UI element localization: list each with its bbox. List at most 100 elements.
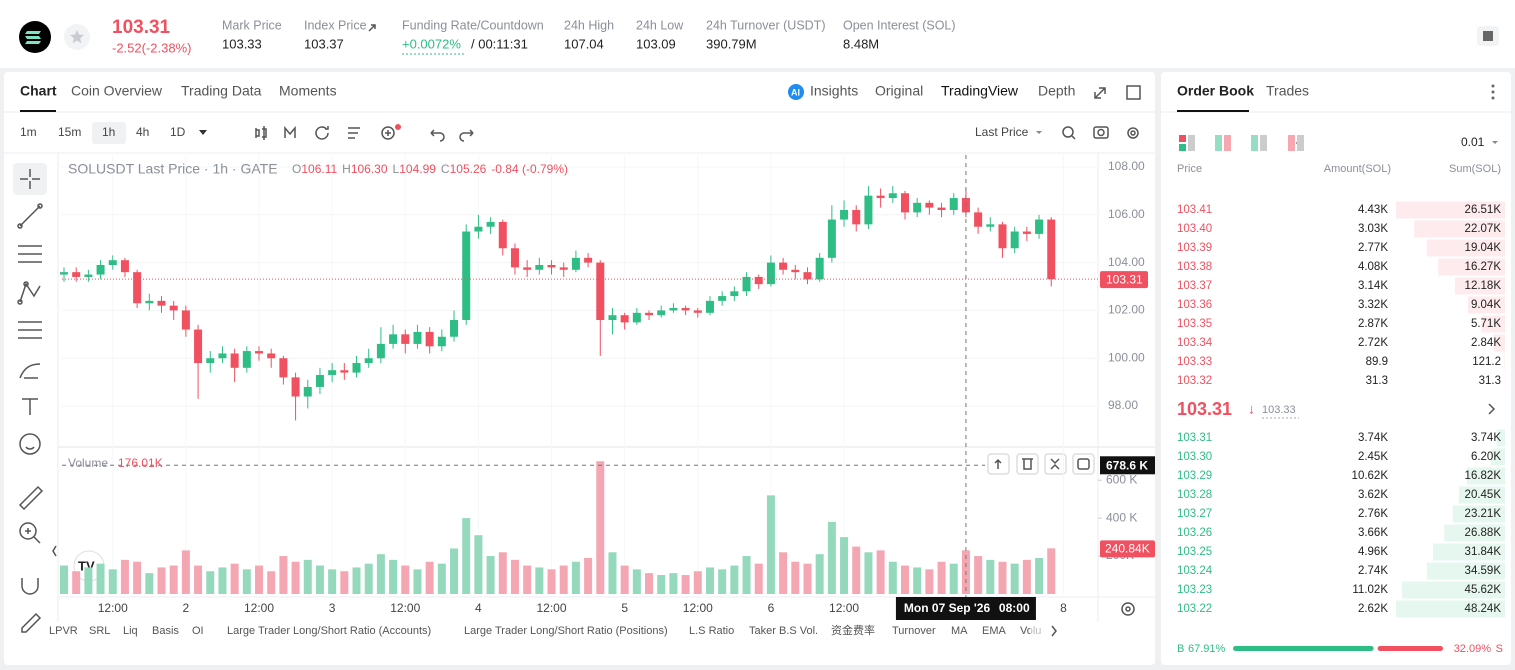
volume-bar (194, 565, 203, 594)
volume-bar (571, 561, 580, 594)
stat-value: 103.37 (304, 36, 344, 51)
stat-label: Open Interest (SOL) (843, 18, 956, 32)
volume-bar (108, 569, 117, 594)
candle-body (852, 209, 861, 225)
volume-bar (401, 565, 410, 594)
depth-bar (1426, 562, 1505, 580)
view-tab: TradingView (941, 83, 1019, 99)
candle-body (730, 291, 739, 297)
x-tick-label: 12:00 (829, 601, 859, 615)
x-tick-label: 12:00 (390, 601, 420, 615)
volume-bar (462, 518, 471, 594)
candle-body (547, 264, 556, 268)
candle-body (279, 358, 288, 378)
ob-amount: 4.08K (1358, 261, 1388, 273)
candle-body (510, 248, 519, 268)
x-tick-label: 2 (183, 601, 190, 615)
candle-body (937, 207, 946, 210)
volume-bar (742, 556, 751, 594)
caret (199, 130, 207, 135)
candle-body (535, 264, 544, 270)
volume-bar (1047, 548, 1056, 594)
candle-body (925, 202, 934, 208)
candle-body (596, 262, 605, 320)
volume-bar (791, 561, 800, 594)
ob-price: 103.22 (1177, 603, 1212, 615)
pane-buttons[interactable] (987, 403, 1496, 637)
volume-bar (486, 556, 495, 594)
candle-body (1047, 219, 1056, 280)
candle-body (133, 272, 142, 304)
ob-price: 103.41 (1177, 204, 1212, 216)
candle-body (876, 195, 885, 199)
menu-dots[interactable] (1491, 84, 1495, 100)
volume-bar (72, 571, 81, 594)
ai-icon-text: AI (791, 87, 800, 97)
ob-amount: 31.3 (1366, 375, 1388, 387)
depth-bar (1481, 315, 1505, 333)
volume-bar (657, 575, 666, 594)
stat-value: 103.09 (636, 36, 676, 51)
volume-bar (681, 575, 690, 594)
volume-tick-label: 400 K (1106, 510, 1137, 524)
candle-body (108, 260, 117, 265)
ob-amount: 2.72K (1358, 337, 1388, 349)
volume-bar (437, 563, 446, 594)
candle-body (766, 262, 775, 285)
candle-body (364, 358, 373, 364)
ob-sum: 121.2 (1472, 356, 1501, 368)
depth-bar (1433, 543, 1505, 561)
sell-label: S (1496, 643, 1503, 655)
volume-bar (949, 563, 958, 594)
ob-last: 103.31 (1177, 399, 1232, 419)
ob-price: 103.37 (1177, 280, 1212, 292)
volume-bar (998, 561, 1007, 594)
candle-body (705, 300, 714, 313)
volume-bar (559, 565, 568, 594)
ohlc-key: H (342, 162, 351, 176)
x-tick-label: 12:00 (537, 601, 567, 615)
candle-body (815, 257, 824, 280)
ob-amount: 4.96K (1358, 546, 1388, 558)
volume-bar (206, 571, 215, 594)
candle-body (267, 353, 276, 359)
depth-view-icons[interactable] (1179, 135, 1304, 151)
indicator: Large Trader Long/Short Ratio (Accounts) (227, 625, 431, 637)
depth-bar (1454, 277, 1505, 295)
price-change: -2.52(-2.38%) (112, 40, 191, 55)
volume-bar (1035, 557, 1044, 594)
ohlc-value: 106.30 (351, 162, 388, 176)
volume-bar (1022, 559, 1031, 594)
chart-title: SOLUSDT Last Price · 1h · GATE (68, 161, 278, 177)
ohlc-key: O (292, 162, 301, 176)
candle-body (571, 257, 580, 270)
ob-sum: 45.62K (1465, 584, 1502, 596)
candle-body (645, 312, 654, 316)
ob-amount: 2.76K (1358, 508, 1388, 520)
toolbar-icons (255, 85, 1301, 148)
x-tick-label: 12:00 (683, 601, 713, 615)
ob-amount: 2.77K (1358, 242, 1388, 254)
ob-amount: 2.87K (1358, 318, 1388, 330)
interval-active (92, 122, 126, 144)
ob-price: 103.34 (1177, 337, 1213, 349)
depth-bar (1444, 524, 1505, 542)
depth-bar (1467, 296, 1505, 314)
indicator: LPVR (49, 625, 78, 637)
candle-body (60, 272, 68, 275)
ob-sum: 31.84K (1465, 546, 1502, 558)
volume-bar (364, 563, 373, 594)
sell-pct: 32.09% (1454, 643, 1492, 655)
volume-bar (718, 569, 727, 594)
indicator: SRL (89, 625, 110, 637)
volume-title: Volume (68, 456, 108, 470)
volume-bar (145, 573, 154, 594)
ob-sum: 3.74K (1471, 432, 1501, 444)
candle-body (255, 351, 264, 354)
ob-sum: 20.45K (1465, 489, 1502, 501)
stat-value: 107.04 (564, 36, 604, 51)
volume-bar (913, 567, 922, 594)
volume-bar (425, 561, 434, 594)
indicator: Basis (152, 625, 179, 637)
